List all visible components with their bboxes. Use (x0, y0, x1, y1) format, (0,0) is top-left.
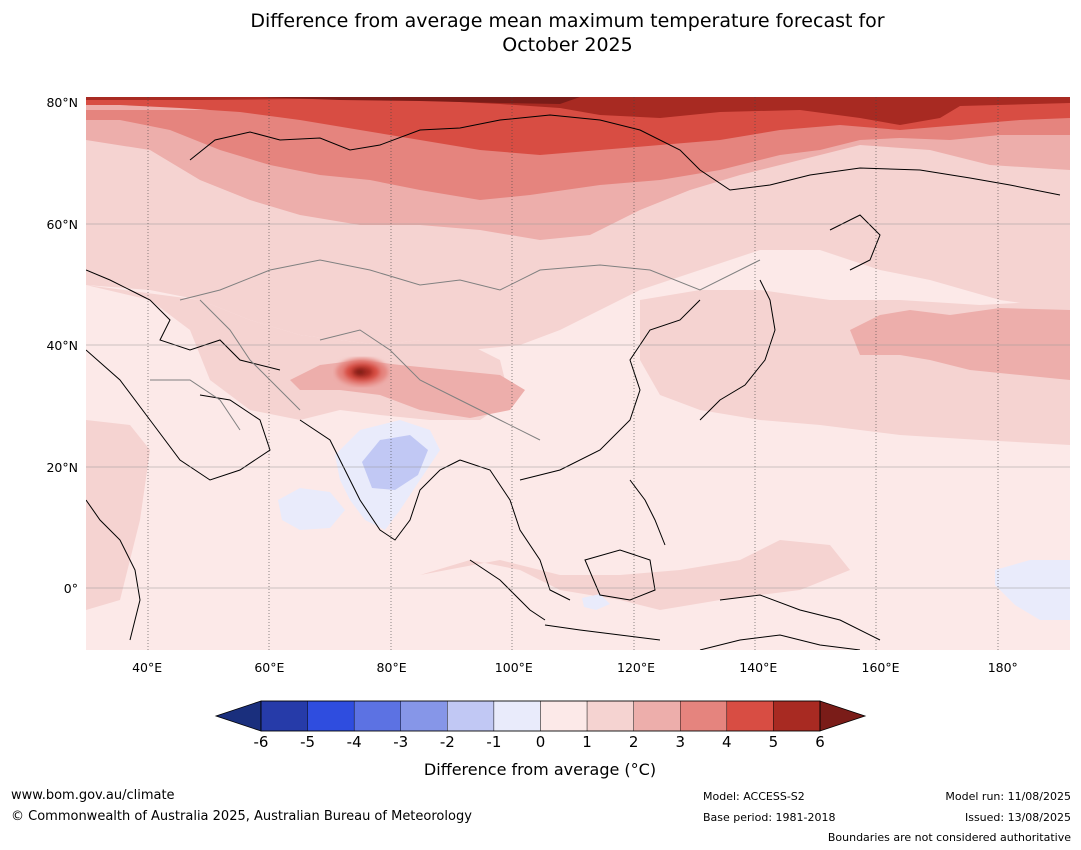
coastline-europe (86, 269, 281, 371)
lat-label: 20°N (46, 459, 78, 475)
border-central-asia (199, 299, 301, 411)
coastline-java (544, 624, 661, 641)
zone-1to2-africa (86, 420, 150, 610)
coastline-sumatra (469, 559, 546, 621)
anomaly-shading (86, 97, 1070, 620)
colorbar-tick-label: 0 (535, 733, 546, 751)
border-middle-east (150, 379, 241, 431)
coastline-borneo (584, 549, 656, 601)
lon-label: 80°E (376, 660, 407, 675)
zone-neg2to1-india (362, 435, 428, 490)
coastline-japan (699, 279, 776, 421)
border-russia-south (179, 259, 761, 301)
colorbar-tick-label: 6 (815, 733, 825, 751)
coastline-india (299, 419, 461, 541)
lat-label: 0° (63, 581, 78, 597)
colorbar-swatch (353, 700, 401, 732)
lon-label: 160°E (861, 660, 900, 675)
colorbar-label: Difference from average (°C) (423, 760, 657, 779)
lon-label: 60°E (254, 660, 285, 675)
colorbar-tick-label: 5 (768, 733, 779, 751)
colorbar-tick-label: -5 (300, 733, 316, 751)
footer-disclaimer: Boundaries are not considered authoritat… (827, 831, 1071, 844)
coastline-arabia (86, 349, 271, 481)
lat-label: 60°N (46, 216, 78, 232)
colorbar-swatch (773, 700, 821, 732)
title-line-1: Difference from average mean maximum tem… (250, 10, 885, 32)
colorbar-swatch (400, 700, 448, 732)
colorbar-swatch (726, 700, 774, 732)
lat-label: 40°N (46, 338, 78, 354)
footer-website: www.bom.gov.au/climate (11, 788, 175, 803)
lon-label: 100°E (494, 660, 533, 675)
coastlines (86, 114, 1061, 650)
zone-1to2-indonesia (420, 540, 850, 610)
colorbar-tick-label: 1 (582, 733, 592, 751)
colorbar-swatch (586, 700, 634, 732)
zone-5to6-arctic (86, 97, 1070, 125)
colorbar-extend-low (214, 700, 262, 732)
border-china-west (319, 329, 541, 441)
map-area (86, 97, 1070, 650)
lon-label: 40°E (132, 660, 163, 675)
zone-3to4-siberia (86, 110, 1070, 200)
title-line-2: October 2025 (502, 34, 633, 56)
borders (150, 259, 761, 441)
zone-above-6-arctic (260, 97, 580, 104)
zone-neg1to0-java (582, 594, 610, 610)
lon-label: 180° (987, 660, 1018, 675)
coastline-kamchatka (829, 214, 881, 271)
colorbar-tick-label: 4 (722, 733, 732, 751)
colorbar-swatch (493, 700, 541, 732)
colorbar-extend-high (819, 700, 867, 732)
lon-label: 120°E (617, 660, 656, 675)
colorbar-tick-label: -1 (486, 733, 502, 751)
graticule (86, 97, 1070, 650)
colorbar-swatch (680, 700, 728, 732)
colorbar-tick-label: -4 (346, 733, 362, 751)
footer-base-period: Base period: 1981-2018 (703, 811, 836, 824)
coastline-philippines (629, 479, 666, 546)
colorbar-swatch (307, 700, 355, 732)
zone-neg1to0-pacific (995, 560, 1070, 620)
colorbar-tick-label: 2 (628, 733, 639, 751)
colorbar-swatch (633, 700, 681, 732)
colorbar-tick-label: -6 (253, 733, 269, 751)
coastline-arctic-russia (189, 114, 1061, 196)
lat-label: 80°N (46, 95, 78, 111)
coastline-southeast-asia (459, 299, 701, 601)
zone-2to3-pacific (850, 308, 1070, 380)
zone-neg1to0-arabiansea (278, 488, 345, 530)
colorbar-tick-label: -3 (393, 733, 409, 751)
hotspot-karakoram (336, 358, 388, 386)
coastline-newguinea (719, 594, 881, 641)
colorbar-swatch (447, 700, 495, 732)
footer-copyright: © Commonwealth of Australia 2025, Austra… (11, 809, 472, 824)
colorbar-swatch (260, 700, 308, 732)
chart-title: Difference from average mean maximum tem… (0, 9, 1081, 57)
colorbar-tick-label: -2 (439, 733, 455, 751)
coastline-africa-east (86, 499, 141, 641)
coastline-australia-north (699, 634, 861, 650)
colorbar-tick-label: 3 (675, 733, 686, 751)
footer-issued: Issued: 13/08/2025 (964, 811, 1071, 824)
colorbar-swatch (540, 700, 588, 732)
colorbar-outline (260, 700, 821, 732)
footer-model: Model: ACCESS-S2 (703, 790, 805, 803)
lon-label: 140°E (739, 660, 778, 675)
footer-model-run: Model run: 11/08/2025 (945, 790, 1071, 803)
